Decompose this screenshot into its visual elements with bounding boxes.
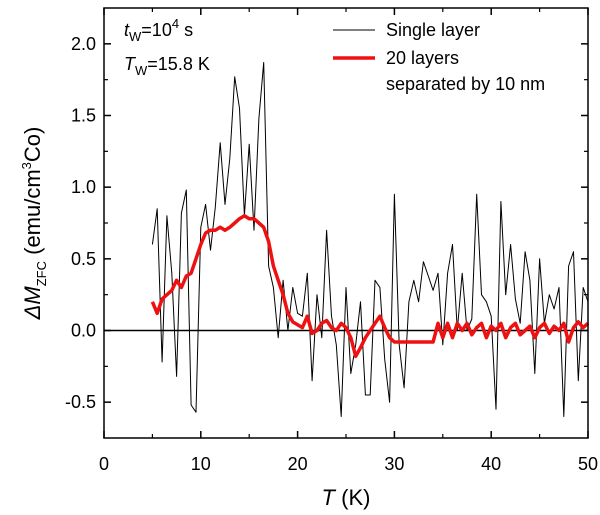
- y-tick-label: 0.0: [71, 321, 96, 341]
- x-axis-title: T (K): [322, 485, 371, 510]
- x-tick-label: 40: [481, 454, 501, 474]
- legend-label-20-layers-line2: separated by 10 nm: [386, 74, 545, 94]
- legend-label-single-layer: Single layer: [386, 20, 480, 40]
- legend-label-20-layers: 20 layers: [386, 48, 459, 68]
- series-line-single-layer: [151, 62, 589, 417]
- x-tick-label: 0: [99, 454, 109, 474]
- y-axis: -0.5 0.0 0.5 1.0 1.5 2.0: [65, 34, 588, 412]
- series-line-20-layers: [150, 214, 590, 359]
- legend: Single layer 20 layers separated by 10 n…: [333, 20, 545, 94]
- y-tick-label: 0.5: [71, 249, 96, 269]
- x-tick-label: 50: [578, 454, 598, 474]
- x-axis: 0 10 20 30 40 50: [99, 8, 598, 474]
- Tw-annotation: TW=15.8 K: [124, 54, 210, 78]
- x-tick-label: 20: [288, 454, 308, 474]
- series-layer: [150, 62, 590, 417]
- y-tick-label: 1.0: [71, 177, 96, 197]
- x-tick-label: 10: [191, 454, 211, 474]
- y-tick-label: 2.0: [71, 34, 96, 54]
- y-tick-label: -0.5: [65, 392, 96, 412]
- x-tick-label: 30: [384, 454, 404, 474]
- y-tick-label: 1.5: [71, 106, 96, 126]
- tw-annotation: tW=104 s: [124, 16, 193, 44]
- y-axis-title: ΔMZFC (emu/cm3Co): [19, 127, 49, 321]
